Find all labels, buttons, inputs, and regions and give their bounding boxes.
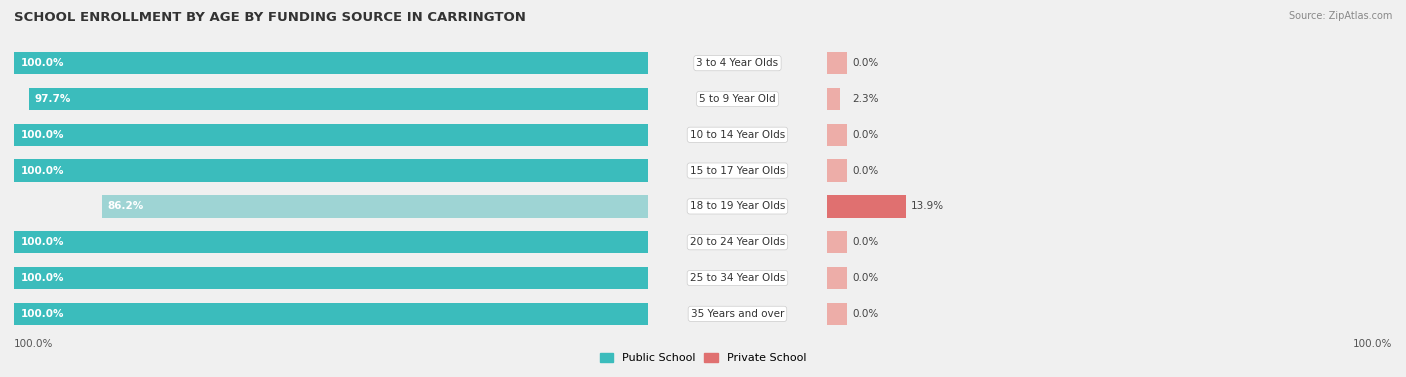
Text: 3 to 4 Year Olds: 3 to 4 Year Olds: [696, 58, 779, 68]
Text: 100.0%: 100.0%: [21, 166, 63, 176]
Bar: [0, 117, 14, 153]
Bar: [0, 260, 14, 296]
Bar: [0, 260, 827, 296]
Bar: [827, 159, 846, 182]
Text: 35 Years and over: 35 Years and over: [690, 309, 785, 319]
Text: 0.0%: 0.0%: [852, 237, 879, 247]
Text: 0.0%: 0.0%: [852, 309, 879, 319]
Text: 100.0%: 100.0%: [14, 339, 53, 349]
Text: SCHOOL ENROLLMENT BY AGE BY FUNDING SOURCE IN CARRINGTON: SCHOOL ENROLLMENT BY AGE BY FUNDING SOUR…: [14, 11, 526, 24]
Bar: [0, 188, 827, 224]
Text: 5 to 9 Year Old: 5 to 9 Year Old: [699, 94, 776, 104]
Bar: [0, 153, 827, 188]
Text: 0.0%: 0.0%: [852, 58, 879, 68]
Bar: [14, 159, 648, 182]
Bar: [0, 224, 14, 260]
Text: 25 to 34 Year Olds: 25 to 34 Year Olds: [690, 273, 785, 283]
Bar: [14, 52, 648, 74]
Bar: [827, 88, 839, 110]
Text: 100.0%: 100.0%: [1353, 339, 1392, 349]
Bar: [0, 153, 648, 188]
Bar: [0, 296, 827, 332]
Bar: [0, 117, 648, 153]
Bar: [14, 231, 648, 253]
Bar: [0, 224, 648, 260]
Text: Source: ZipAtlas.com: Source: ZipAtlas.com: [1288, 11, 1392, 21]
Bar: [0, 45, 14, 81]
Bar: [0, 45, 648, 81]
Bar: [0, 153, 14, 188]
Bar: [0, 188, 648, 224]
Text: 100.0%: 100.0%: [21, 130, 63, 140]
Bar: [0, 81, 648, 117]
Bar: [0, 296, 14, 332]
Bar: [14, 124, 648, 146]
Bar: [28, 88, 648, 110]
Bar: [827, 267, 846, 289]
Text: 97.7%: 97.7%: [35, 94, 72, 104]
Bar: [0, 117, 827, 153]
Text: 100.0%: 100.0%: [21, 273, 63, 283]
Text: 15 to 17 Year Olds: 15 to 17 Year Olds: [690, 166, 785, 176]
Text: 86.2%: 86.2%: [108, 201, 145, 211]
Text: 0.0%: 0.0%: [852, 130, 879, 140]
Bar: [827, 195, 905, 218]
Bar: [14, 267, 648, 289]
Bar: [101, 195, 648, 218]
Bar: [0, 224, 827, 260]
Bar: [0, 81, 14, 117]
Bar: [827, 124, 846, 146]
Text: 20 to 24 Year Olds: 20 to 24 Year Olds: [690, 237, 785, 247]
Text: 0.0%: 0.0%: [852, 273, 879, 283]
Legend: Public School, Private School: Public School, Private School: [595, 348, 811, 368]
Text: 10 to 14 Year Olds: 10 to 14 Year Olds: [690, 130, 785, 140]
Bar: [827, 52, 846, 74]
Bar: [0, 188, 14, 224]
Text: 100.0%: 100.0%: [21, 58, 63, 68]
Text: 18 to 19 Year Olds: 18 to 19 Year Olds: [690, 201, 785, 211]
Text: 13.9%: 13.9%: [911, 201, 945, 211]
Bar: [0, 81, 827, 117]
Bar: [827, 303, 846, 325]
Text: 0.0%: 0.0%: [852, 166, 879, 176]
Bar: [14, 303, 648, 325]
Bar: [0, 260, 648, 296]
Text: 100.0%: 100.0%: [21, 309, 63, 319]
Text: 2.3%: 2.3%: [852, 94, 879, 104]
Bar: [0, 45, 827, 81]
Bar: [0, 296, 648, 332]
Bar: [827, 231, 846, 253]
Text: 100.0%: 100.0%: [21, 237, 63, 247]
